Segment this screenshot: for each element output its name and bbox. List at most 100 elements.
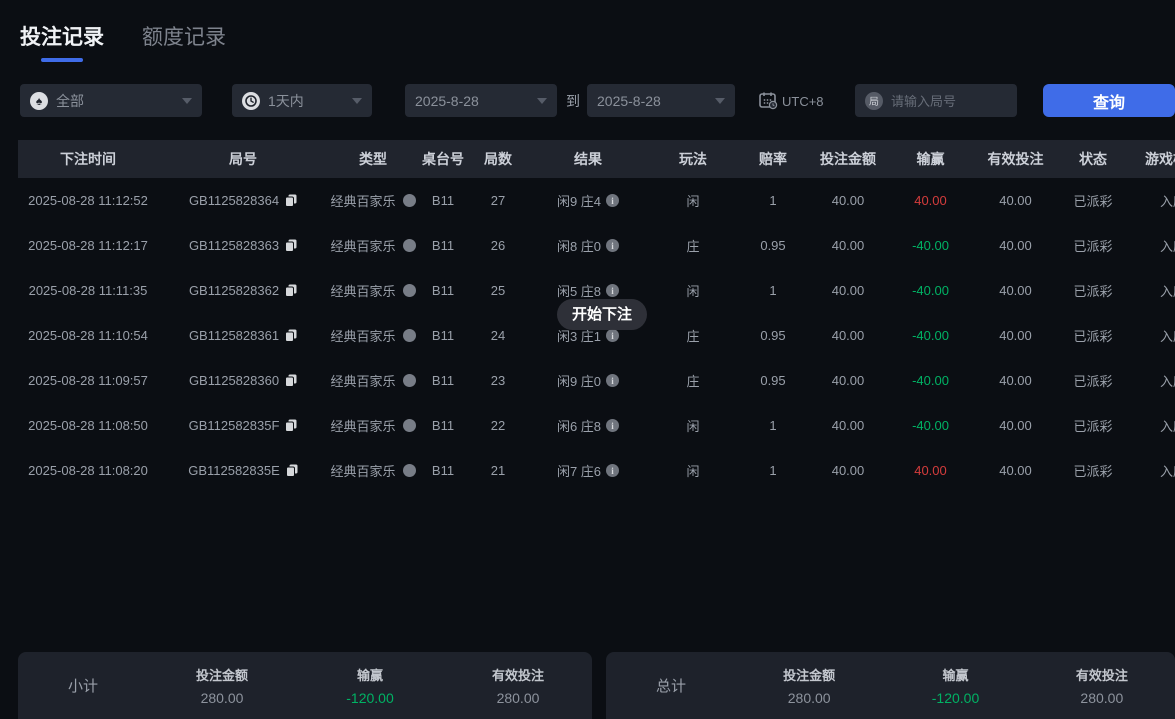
table-row: 2025-08-28 11:10:54 GB1125828361 经典百家乐 B… bbox=[18, 313, 1175, 358]
cell-status: 已派彩 bbox=[1073, 284, 1113, 299]
cell-status: 已派彩 bbox=[1073, 464, 1113, 479]
header-win-loss: 输赢 bbox=[916, 151, 945, 167]
cell-game-mode: 入座 bbox=[1159, 419, 1175, 434]
to-label: 到 bbox=[566, 93, 580, 109]
cell-round-id: GB112582835F bbox=[158, 418, 328, 433]
cell-table-no: B11 bbox=[431, 328, 455, 343]
total-label: 总计 bbox=[655, 678, 686, 695]
cell-bet-amount: 40.00 bbox=[831, 238, 865, 253]
header-bet-amount: 投注金额 bbox=[820, 151, 876, 167]
date-from-value: 2025-8-28 bbox=[415, 92, 479, 109]
cell-bet-time: 2025-08-28 11:11:35 bbox=[28, 283, 148, 298]
cell-table-no: B11 bbox=[431, 463, 455, 478]
cell-play: 闲 bbox=[686, 464, 700, 479]
cell-round-no: 24 bbox=[490, 328, 506, 343]
cell-type: 经典百家乐 bbox=[328, 416, 418, 435]
game-type-select[interactable]: ♠ 全部 bbox=[20, 84, 202, 117]
cell-table-no: B11 bbox=[431, 418, 455, 433]
cell-type: 经典百家乐 bbox=[328, 236, 418, 255]
cell-round-id: GB1125828360 bbox=[158, 373, 328, 388]
table-row: 2025-08-28 11:12:52 GB1125828364 经典百家乐 B… bbox=[18, 178, 1175, 223]
clock-icon bbox=[242, 91, 260, 110]
cell-bet-time: 2025-08-28 11:08:20 bbox=[28, 463, 148, 478]
cell-round-id: GB1125828361 bbox=[158, 328, 328, 343]
copy-icon[interactable] bbox=[285, 374, 297, 387]
cell-round-no: 21 bbox=[490, 463, 506, 478]
cell-round-id: GB1125828364 bbox=[158, 193, 328, 208]
cell-win-loss: -40.00 bbox=[912, 238, 949, 253]
cell-bet-amount: 40.00 bbox=[831, 418, 865, 433]
round-icon: 局 bbox=[865, 91, 883, 110]
cell-play: 庄 bbox=[686, 329, 700, 344]
info-icon[interactable]: i bbox=[606, 194, 620, 207]
time-range-select[interactable]: 1天内 bbox=[232, 84, 372, 117]
tab-betting-records[interactable]: 投注记录 bbox=[20, 21, 104, 62]
tab-betting-records-label: 投注记录 bbox=[20, 26, 104, 49]
game-type-value: 全部 bbox=[56, 92, 84, 109]
query-button[interactable]: 查询 bbox=[1043, 84, 1175, 117]
cell-play: 闲 bbox=[686, 194, 700, 209]
round-search-input[interactable]: 局 请输入局号 bbox=[855, 84, 1017, 117]
header-round-no: 局数 bbox=[484, 151, 512, 167]
date-to-value: 2025-8-28 bbox=[597, 92, 661, 109]
cell-odds: 0.95 bbox=[760, 328, 786, 343]
date-to-select[interactable]: 2025-8-28 bbox=[587, 84, 735, 117]
cell-round-no: 23 bbox=[490, 373, 506, 388]
total-valid-bet: 有效投注 280.00 bbox=[1075, 668, 1128, 706]
header-status: 状态 bbox=[1079, 151, 1107, 167]
tab-quota-records[interactable]: 额度记录 bbox=[142, 21, 226, 62]
game-logo-icon bbox=[402, 284, 416, 297]
cell-result: 闲9 庄4 i bbox=[528, 191, 648, 210]
records-table: 下注时间 局号 类型 桌台号 局数 结果 玩法 赔率 投注金额 输赢 有效投注 … bbox=[18, 140, 1175, 493]
copy-icon[interactable] bbox=[285, 329, 297, 342]
subtotal-valid-bet: 有效投注 280.00 bbox=[491, 668, 544, 706]
cell-valid-bet: 40.00 bbox=[999, 328, 1032, 343]
timezone-indicator: UTC+8 bbox=[758, 90, 824, 113]
subtotal-win-loss: 输赢 -120.00 bbox=[346, 668, 394, 706]
cell-game-mode: 入座 bbox=[1159, 329, 1175, 344]
cell-bet-amount: 40.00 bbox=[831, 193, 865, 208]
cell-game-mode: 入座 bbox=[1159, 464, 1175, 479]
cell-valid-bet: 40.00 bbox=[999, 193, 1032, 208]
info-icon[interactable]: i bbox=[606, 419, 620, 432]
info-icon[interactable]: i bbox=[606, 284, 620, 297]
copy-icon[interactable] bbox=[285, 194, 297, 207]
header-bet-time: 下注时间 bbox=[60, 151, 116, 167]
cell-type: 经典百家乐 bbox=[328, 281, 418, 300]
info-icon[interactable]: i bbox=[606, 374, 620, 387]
cell-status: 已派彩 bbox=[1073, 194, 1113, 209]
round-search-placeholder: 请输入局号 bbox=[891, 94, 957, 109]
table-body: 2025-08-28 11:12:52 GB1125828364 经典百家乐 B… bbox=[18, 178, 1175, 493]
cell-round-no: 27 bbox=[490, 193, 506, 208]
cell-status: 已派彩 bbox=[1073, 329, 1113, 344]
cell-play: 闲 bbox=[686, 284, 700, 299]
info-icon[interactable]: i bbox=[606, 239, 620, 252]
table-row: 2025-08-28 11:12:17 GB1125828363 经典百家乐 B… bbox=[18, 223, 1175, 268]
header-result: 结果 bbox=[574, 151, 602, 167]
cell-valid-bet: 40.00 bbox=[999, 238, 1032, 253]
info-icon[interactable]: i bbox=[606, 329, 620, 342]
header-round-id: 局号 bbox=[229, 151, 257, 167]
cell-odds: 1 bbox=[769, 193, 777, 208]
header-valid-bet: 有效投注 bbox=[987, 151, 1044, 167]
total-win-loss: 输赢 -120.00 bbox=[931, 668, 980, 706]
cell-game-mode: 入座 bbox=[1159, 284, 1175, 299]
copy-icon[interactable] bbox=[285, 419, 297, 432]
copy-icon[interactable] bbox=[285, 239, 297, 252]
copy-icon[interactable] bbox=[285, 464, 298, 477]
game-logo-icon bbox=[402, 464, 416, 477]
chevron-down-icon bbox=[182, 97, 192, 104]
cell-table-no: B11 bbox=[431, 238, 455, 253]
copy-icon[interactable] bbox=[285, 284, 297, 297]
start-betting-toast: 开始下注 bbox=[557, 299, 648, 330]
cell-result: 闲7 庄6 i bbox=[528, 461, 648, 480]
cell-win-loss: -40.00 bbox=[912, 418, 949, 433]
cell-play: 庄 bbox=[686, 239, 700, 254]
total-panel: 总计 投注金额 280.00 输赢 -120.00 有效投注 280.00 bbox=[606, 652, 1175, 719]
cell-table-no: B11 bbox=[431, 373, 455, 388]
date-from-select[interactable]: 2025-8-28 bbox=[405, 84, 557, 117]
info-icon[interactable]: i bbox=[606, 464, 620, 477]
game-logo-icon bbox=[402, 419, 416, 432]
cell-bet-time: 2025-08-28 11:08:50 bbox=[28, 418, 148, 433]
chevron-down-icon bbox=[352, 97, 362, 104]
